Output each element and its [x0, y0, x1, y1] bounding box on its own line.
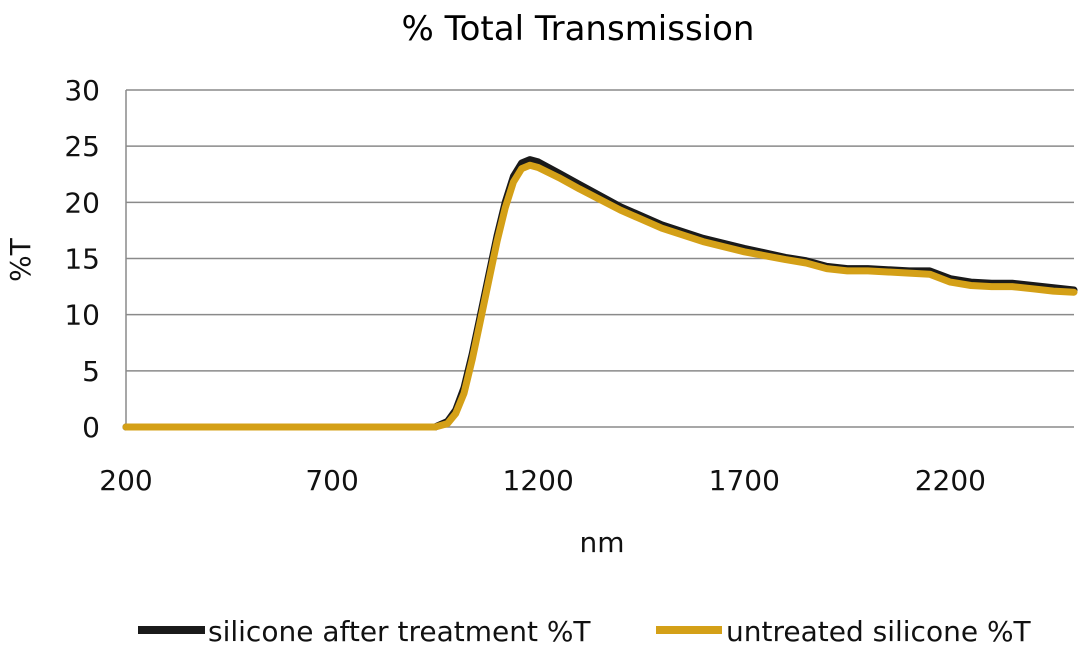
x-tick-label: 1200: [503, 464, 574, 497]
y-tick-label: 0: [82, 411, 100, 444]
x-tick-label: 2200: [915, 464, 986, 497]
y-tick-label: 10: [64, 299, 100, 332]
y-tick-label: 25: [64, 130, 100, 163]
y-tick-labels: 0 5 10 15 20 25 30: [64, 74, 100, 444]
series-line-1: [122, 161, 1078, 431]
x-tick-label: 200: [99, 464, 152, 497]
y-tick-label: 30: [64, 74, 100, 107]
x-tick-label: 1700: [709, 464, 780, 497]
x-axis-label: nm: [579, 526, 624, 559]
y-axis-label: %T: [4, 237, 37, 282]
gridlines: [125, 89, 1074, 428]
legend: silicone after treatment %T untreated si…: [138, 615, 1032, 648]
y-tick-label: 15: [64, 243, 100, 276]
legend-label-untreated-silicone: untreated silicone %T: [726, 615, 1032, 648]
x-tick-label: 700: [305, 464, 358, 497]
x-tick-labels: 200 700 1200 1700 2200: [99, 464, 986, 497]
series-lines: [122, 156, 1078, 431]
chart-title: % Total Transmission: [402, 9, 755, 49]
legend-label-silicone-after-treatment: silicone after treatment %T: [208, 615, 591, 648]
y-tick-label: 20: [64, 186, 100, 219]
y-tick-label: 5: [82, 355, 100, 388]
